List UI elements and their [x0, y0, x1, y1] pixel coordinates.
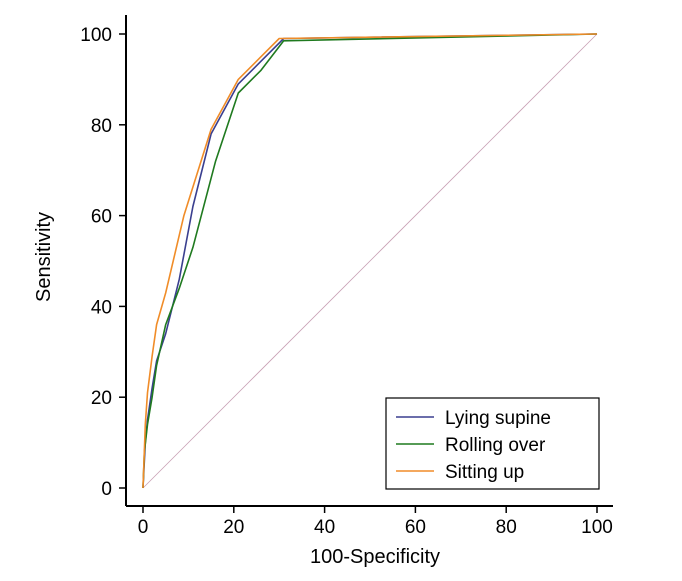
y-tick-label: 100 [80, 25, 112, 46]
x-tick-label: 40 [314, 517, 335, 538]
legend-label-lying-supine: Lying supine [445, 408, 551, 429]
legend-label-rolling-over: Rolling over [445, 435, 546, 456]
y-tick-label: 60 [91, 207, 112, 228]
x-tick-label: 20 [223, 517, 244, 538]
x-tick-label: 80 [496, 517, 517, 538]
x-ticks: 0 20 40 60 80 100 [138, 506, 613, 538]
x-tick-label: 0 [138, 517, 149, 538]
y-tick-label: 0 [101, 479, 112, 500]
legend: Lying supine Rolling over Sitting up [385, 397, 600, 490]
x-tick-label: 100 [581, 517, 613, 538]
legend-box [385, 397, 600, 490]
x-tick-label: 60 [405, 517, 426, 538]
series-line-rolling-over [142, 33, 598, 489]
y-tick-label: 40 [91, 297, 112, 318]
legend-label-sitting-up: Sitting up [445, 462, 524, 483]
y-ticks: 0 20 40 60 80 100 [80, 25, 126, 500]
y-tick-label: 80 [91, 116, 112, 137]
y-axis-label: Sensitivity [33, 212, 55, 302]
y-tick-label: 20 [91, 388, 112, 409]
series-layer [142, 33, 598, 489]
reference-diagonal [142, 33, 598, 489]
x-axis-label: 100-Specificity [310, 546, 440, 568]
axes [125, 15, 613, 507]
series-line-sitting-up [142, 33, 598, 489]
